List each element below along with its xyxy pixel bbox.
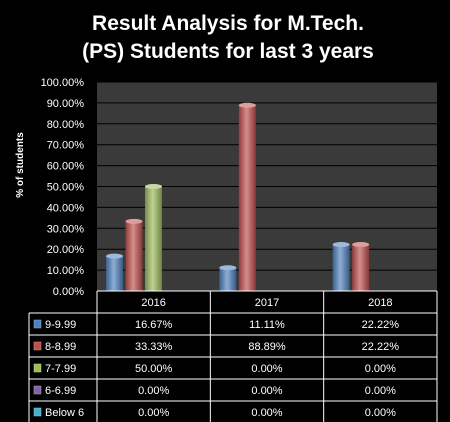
bar-9-9.99-2017 (219, 267, 237, 291)
legend-label: 8-8.99 (45, 341, 76, 353)
y-tick-label: 10.00% (47, 265, 85, 277)
legend-key (33, 341, 42, 351)
table-cell: 0.00% (138, 407, 169, 419)
table-header-cell: 2017 (255, 297, 279, 309)
legend-key (33, 407, 42, 417)
y-tick-labels: 0.00% 10.00% 20.00% 30.00% 40.00% 50.00% 60.00… (41, 77, 85, 298)
chart-title-line-1: Result Analysis for M.Tech. (92, 12, 364, 35)
y-tick-label: 60.00% (47, 161, 85, 173)
table-cell: 0.00% (138, 385, 169, 397)
chart-title-line-2: (PS) Students for last 3 years (82, 40, 374, 63)
table-header-cell: 2016 (141, 297, 165, 309)
table-cell: 0.00% (365, 385, 396, 397)
y-tick-label: 100.00% (41, 77, 85, 89)
bar-cap (106, 253, 123, 259)
y-tick-label: 50.00% (47, 182, 85, 194)
legend-label: 9-9.99 (45, 319, 76, 331)
bar-9-9.99-2016 (106, 256, 123, 291)
y-axis-label: % of students (15, 132, 26, 198)
table-cell: 0.00% (251, 363, 282, 375)
table-cell: 0.00% (251, 385, 282, 397)
data-table: 2016 2017 2018 9-9.99 16.67% 11.11% 22.22% 8-8.… (28, 290, 438, 422)
bar-cap (332, 242, 350, 248)
bar-cap (238, 102, 256, 108)
legend-label: Below 6 (45, 407, 84, 419)
table-cell: 0.00% (365, 407, 396, 419)
y-tick-label: 0.00% (53, 286, 84, 298)
table-cell: 22.22% (362, 319, 400, 331)
legend-key (33, 385, 42, 395)
table-cell: 11.11% (249, 319, 285, 331)
y-tick-label: 80.00% (47, 119, 85, 131)
table-cell: 22.22% (362, 341, 400, 353)
table-cell: 0.00% (251, 407, 282, 419)
table-header-cell: 2018 (368, 297, 392, 309)
table-cell: 33.33% (135, 341, 173, 353)
chart-title: Result Analysis for M.Tech. (PS) Student… (82, 12, 374, 63)
bar-8-8.99-2016 (125, 221, 143, 291)
bar-7-7.99-2016 (145, 186, 162, 291)
y-tick-label: 20.00% (47, 244, 85, 256)
bar-8-8.99-2017 (238, 105, 256, 291)
bar-cap (145, 184, 162, 189)
y-tick-label: 40.00% (47, 202, 85, 214)
legend-key (33, 363, 42, 373)
y-tick-label: 30.00% (47, 223, 85, 235)
bar-cap (125, 218, 143, 224)
bar-9-9.99-2018 (332, 244, 350, 291)
table-cell: 50.00% (135, 363, 173, 375)
y-tick-label: 90.00% (47, 98, 85, 110)
bars (106, 102, 370, 291)
table-cell: 16.67% (135, 319, 173, 331)
legend-label: 6-6.99 (45, 385, 76, 397)
bar-cap (352, 242, 370, 248)
table-cell: 0.00% (365, 363, 396, 375)
legend-label: 7-7.99 (45, 363, 76, 375)
table-cell: 88.89% (248, 341, 286, 353)
bar-cap (219, 265, 237, 271)
y-tick-label: 70.00% (47, 140, 85, 152)
bar-8-8.99-2018 (352, 244, 370, 291)
legend-key (33, 319, 42, 329)
